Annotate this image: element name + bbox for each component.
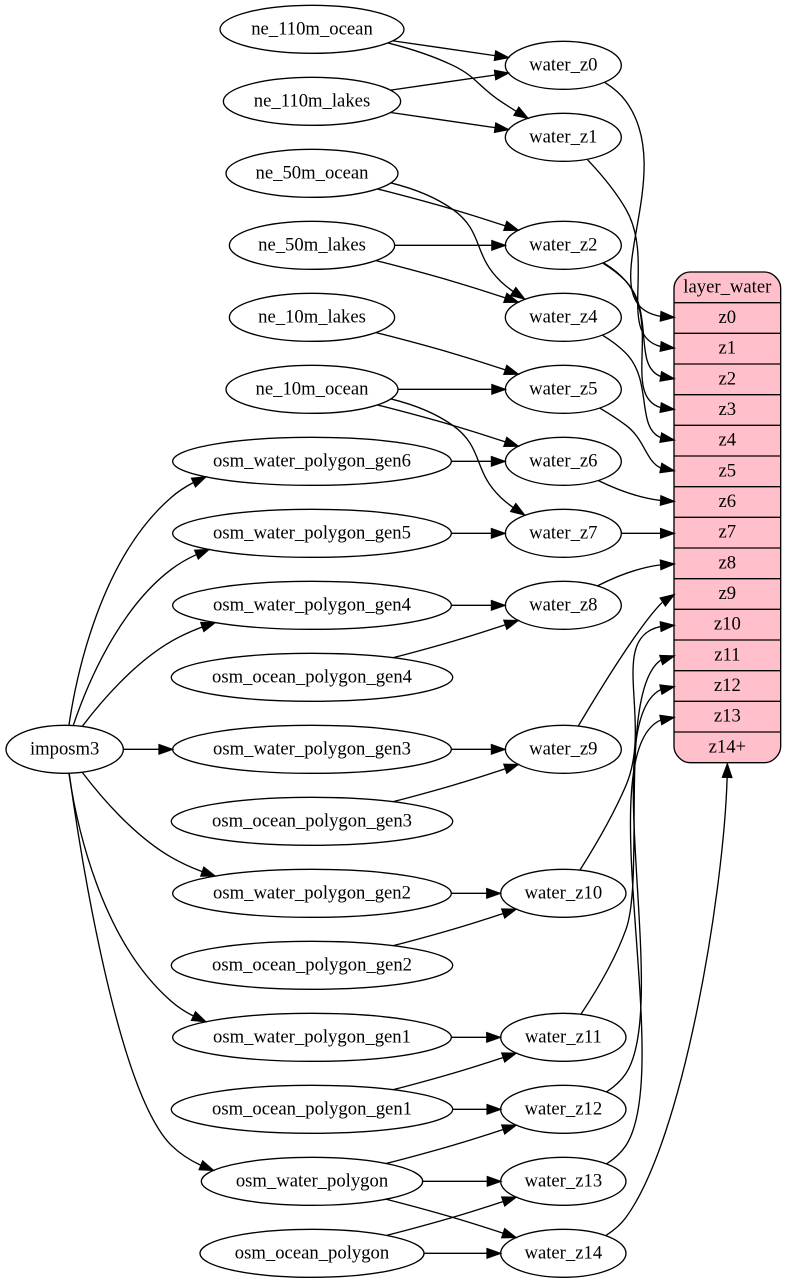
svg-text:water_z1: water_z1 bbox=[529, 126, 597, 147]
svg-text:z11: z11 bbox=[714, 644, 740, 665]
svg-text:layer_water: layer_water bbox=[683, 276, 772, 297]
svg-text:osm_water_polygon_gen2: osm_water_polygon_gen2 bbox=[213, 882, 411, 903]
svg-text:water_z13: water_z13 bbox=[524, 1170, 602, 1191]
svg-text:water_z12: water_z12 bbox=[524, 1098, 602, 1119]
svg-text:osm_water_polygon_gen6: osm_water_polygon_gen6 bbox=[213, 450, 411, 471]
svg-text:osm_ocean_polygon_gen1: osm_ocean_polygon_gen1 bbox=[212, 1098, 412, 1119]
svg-text:water_z11: water_z11 bbox=[525, 1026, 602, 1047]
svg-text:ne_50m_ocean: ne_50m_ocean bbox=[256, 162, 370, 183]
svg-text:z8: z8 bbox=[719, 552, 737, 573]
svg-text:osm_water_polygon_gen1: osm_water_polygon_gen1 bbox=[213, 1026, 411, 1047]
svg-text:z0: z0 bbox=[719, 307, 737, 328]
svg-text:osm_water_polygon_gen4: osm_water_polygon_gen4 bbox=[213, 594, 412, 615]
svg-text:z6: z6 bbox=[719, 491, 737, 512]
svg-text:z7: z7 bbox=[719, 522, 737, 543]
svg-text:imposm3: imposm3 bbox=[30, 738, 99, 759]
svg-text:osm_ocean_polygon_gen3: osm_ocean_polygon_gen3 bbox=[212, 810, 412, 831]
svg-text:water_z14: water_z14 bbox=[524, 1242, 602, 1263]
svg-text:osm_water_polygon_gen5: osm_water_polygon_gen5 bbox=[213, 522, 411, 543]
svg-text:z4: z4 bbox=[719, 430, 737, 451]
svg-text:osm_ocean_polygon_gen4: osm_ocean_polygon_gen4 bbox=[212, 666, 413, 687]
svg-text:water_z8: water_z8 bbox=[529, 594, 597, 615]
svg-text:z2: z2 bbox=[719, 368, 737, 389]
svg-text:ne_110m_lakes: ne_110m_lakes bbox=[254, 90, 370, 111]
svg-text:water_z9: water_z9 bbox=[529, 738, 597, 759]
svg-text:osm_ocean_polygon_gen2: osm_ocean_polygon_gen2 bbox=[212, 954, 412, 975]
svg-text:water_z4: water_z4 bbox=[529, 306, 598, 327]
svg-text:osm_ocean_polygon: osm_ocean_polygon bbox=[235, 1242, 390, 1263]
svg-text:ne_10m_lakes: ne_10m_lakes bbox=[258, 306, 366, 327]
svg-text:z5: z5 bbox=[719, 460, 737, 481]
svg-text:z12: z12 bbox=[714, 675, 741, 696]
svg-text:ne_110m_ocean: ne_110m_ocean bbox=[251, 18, 373, 39]
svg-text:osm_water_polygon_gen3: osm_water_polygon_gen3 bbox=[213, 738, 411, 759]
svg-text:water_z5: water_z5 bbox=[529, 378, 597, 399]
svg-text:ne_10m_ocean: ne_10m_ocean bbox=[256, 378, 370, 399]
svg-text:water_z2: water_z2 bbox=[529, 234, 597, 255]
svg-text:water_z0: water_z0 bbox=[529, 54, 597, 75]
svg-text:osm_water_polygon: osm_water_polygon bbox=[236, 1170, 389, 1191]
svg-text:z14+: z14+ bbox=[709, 736, 746, 757]
svg-text:z1: z1 bbox=[719, 338, 737, 359]
svg-text:z9: z9 bbox=[719, 583, 737, 604]
svg-text:z13: z13 bbox=[714, 706, 741, 727]
svg-text:water_z6: water_z6 bbox=[529, 450, 597, 471]
svg-text:water_z7: water_z7 bbox=[529, 522, 597, 543]
svg-text:ne_50m_lakes: ne_50m_lakes bbox=[258, 234, 366, 255]
svg-text:water_z10: water_z10 bbox=[524, 882, 602, 903]
svg-text:z10: z10 bbox=[714, 614, 741, 635]
svg-text:z3: z3 bbox=[719, 399, 737, 420]
